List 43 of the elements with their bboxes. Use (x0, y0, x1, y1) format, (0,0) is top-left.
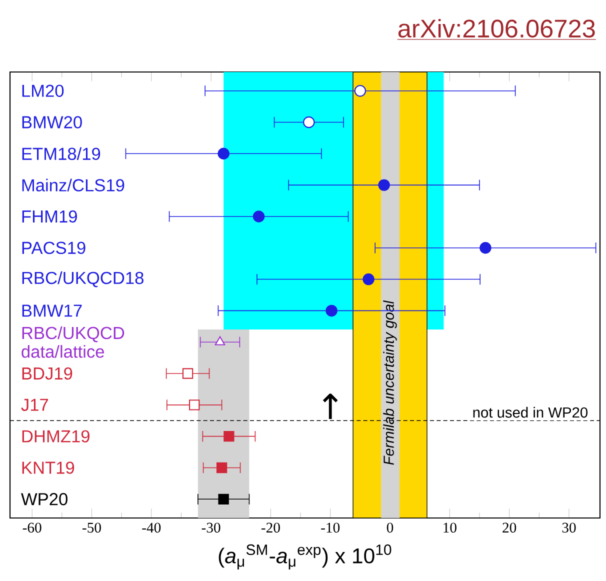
y-tick-label: LM20 (22, 84, 64, 97)
x-tick-label: -20 (261, 522, 280, 533)
band-label: Fermilab uncertainty goal (383, 300, 397, 465)
point (362, 273, 374, 286)
y-tick-label: KNT19 (22, 462, 74, 474)
point (354, 84, 366, 97)
y-tick-label: BDJ19 (22, 367, 72, 380)
y-tick-label: WP20 (21, 493, 68, 506)
y-tick-label: Mainz/CLS19 (22, 178, 124, 192)
annotation: ↑ (322, 394, 338, 420)
y-tick-label: DHMZ19 (22, 430, 90, 442)
point (214, 336, 226, 346)
point (252, 210, 265, 222)
x-tick-label: -30 (202, 522, 220, 533)
point (182, 368, 194, 379)
y-tick-label: FHM19 (22, 210, 77, 223)
y-tick-label: RBC/UKQCD data/lattice (22, 326, 124, 358)
point (224, 430, 234, 442)
text: (a$_{μ}$$^{SM}$-a$_{μ}$$^{exp}$) x 10$^{10}$ (218, 544, 392, 570)
y-tick-label: BMW20 (22, 116, 82, 128)
text: arXiv:2106.06723 (398, 18, 595, 38)
y-tick-label: ETM18/19 (22, 147, 100, 160)
x-tick-label: 0 (386, 522, 394, 533)
annotation: not used in WP20 (473, 406, 588, 418)
y-tick-label: RBC/UKQCD18 (22, 271, 144, 288)
x-tick-label: -40 (142, 522, 161, 533)
point (189, 400, 200, 410)
point (303, 116, 315, 128)
x-tick-label: 30 (562, 522, 576, 533)
x-tick-label: 20 (502, 522, 516, 533)
point (216, 462, 228, 474)
point (218, 494, 229, 504)
x-tick-label: -50 (82, 522, 101, 533)
point (378, 179, 390, 191)
point (218, 148, 230, 160)
point (480, 242, 492, 254)
y-tick-label: BMW17 (22, 304, 82, 317)
y-tick-label: PACS19 (22, 242, 86, 254)
x-tick-label: -60 (22, 522, 42, 533)
y-tick-label: J17 (21, 398, 48, 411)
x-tick-label: 10 (444, 522, 456, 533)
point (326, 304, 338, 317)
x-tick-label: -10 (321, 522, 340, 533)
